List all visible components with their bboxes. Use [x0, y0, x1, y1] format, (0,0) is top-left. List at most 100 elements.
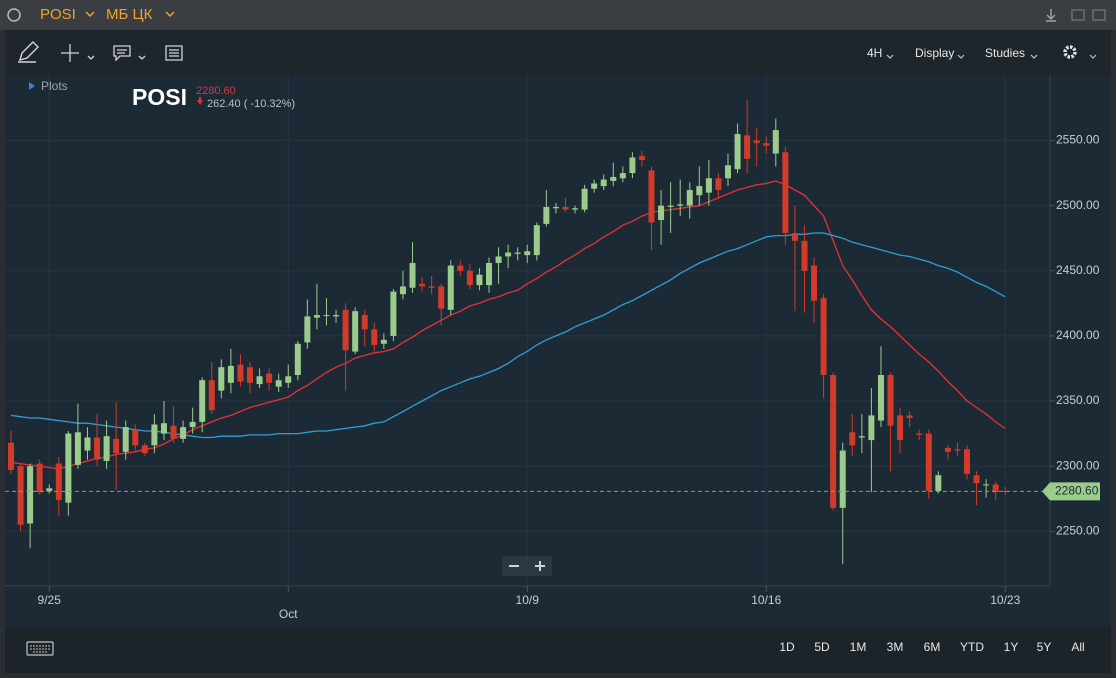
candle-body: [55, 463, 62, 501]
zoom-in[interactable]: [535, 561, 545, 571]
candle-body: [916, 433, 923, 435]
settings-button[interactable]: [1063, 45, 1077, 59]
candle-body: [342, 309, 349, 351]
x-tick-label: 10/23: [990, 593, 1020, 607]
candle-body: [74, 432, 81, 465]
candle-body: [992, 484, 999, 493]
download-button[interactable]: [1046, 9, 1056, 22]
range-button[interactable]: 5Y: [1037, 640, 1052, 654]
candle-body: [763, 143, 770, 146]
range-button[interactable]: 5D: [814, 640, 830, 654]
range-buttons: 1D 5D 1M 3M 6M YTD 1Y 5Y All: [779, 640, 1084, 654]
y-tick-label: 2400.00: [1056, 328, 1100, 342]
minimize-button[interactable]: [1071, 9, 1085, 21]
candle-body: [725, 165, 731, 179]
candle-body: [658, 205, 665, 220]
x-tick-label: 9/25: [38, 593, 62, 607]
candle-body: [170, 425, 177, 439]
candle-body: [361, 315, 368, 330]
candle-body: [285, 376, 292, 383]
window-icon[interactable]: [7, 8, 21, 22]
candle-body: [103, 436, 110, 461]
range-button[interactable]: 1M: [850, 640, 867, 654]
candle-body: [811, 265, 818, 301]
candle-body: [591, 183, 598, 189]
keyboard-keys: [30, 645, 50, 653]
candle-body: [897, 415, 904, 441]
candle-body: [84, 437, 91, 451]
range-button[interactable]: All: [1071, 640, 1084, 654]
candle-body: [954, 449, 961, 451]
y-tick-label: 2300.00: [1056, 458, 1100, 472]
candle-body: [208, 380, 215, 411]
dropdown-arrow: [1089, 54, 1097, 59]
candle-body: [199, 380, 206, 422]
dropdown-arrow: [85, 11, 95, 18]
range-button[interactable]: 6M: [924, 640, 941, 654]
candle-body: [629, 157, 636, 174]
candle-body: [486, 262, 492, 286]
range-button[interactable]: 1Y: [1004, 640, 1019, 654]
candle-body: [65, 433, 72, 503]
candle-body: [505, 252, 512, 257]
candle-body: [715, 178, 722, 191]
draw-tool[interactable]: [18, 41, 39, 63]
display-menu[interactable]: Display: [915, 46, 954, 60]
y-tick-label: 2450.00: [1056, 263, 1100, 277]
candle-body: [495, 256, 502, 263]
candle-body: [1002, 490, 1009, 492]
candle-body: [849, 432, 856, 446]
candle-body: [466, 270, 473, 286]
candle-body: [686, 190, 693, 206]
x-tick-label: Oct: [279, 607, 298, 621]
x-tick-label: 10/16: [751, 593, 781, 607]
maximize-button[interactable]: [1092, 9, 1106, 21]
crosshair-tool[interactable]: [61, 44, 95, 62]
candle-body: [447, 265, 454, 310]
candle-body: [581, 188, 588, 210]
candle-body: [543, 206, 550, 224]
studies-menu[interactable]: Studies: [985, 46, 1025, 60]
candle-body: [677, 204, 684, 206]
candle-body: [36, 463, 43, 493]
moving-average-line: [10, 180, 1006, 470]
list-tool[interactable]: [165, 45, 183, 61]
candle-body: [696, 186, 703, 196]
y-tick-label: 2250.00: [1056, 523, 1100, 537]
plots-label[interactable]: Plots: [41, 79, 68, 93]
candle-body: [983, 484, 990, 486]
candle-body: [906, 415, 913, 418]
plot: 2250.00 2300.00 2350.00 2400.00 2450.00 2500.…: [5, 75, 1100, 621]
dropdown-arrow: [1030, 54, 1038, 59]
candle-body: [419, 283, 426, 287]
candle-body: [973, 475, 980, 484]
candle-body: [648, 170, 655, 223]
candle-body: [610, 176, 617, 181]
keyboard-button[interactable]: [26, 641, 54, 656]
candle-body: [8, 442, 14, 471]
exchange-selector[interactable]: МБ ЦК: [106, 6, 153, 23]
candle-body: [94, 437, 101, 460]
candle-body: [801, 240, 808, 271]
plots-toggle[interactable]: [29, 82, 35, 90]
interval-selector[interactable]: 4H: [867, 46, 882, 60]
candle-body: [438, 286, 445, 309]
symbol-selector[interactable]: POSI: [40, 6, 76, 23]
candle-body: [409, 262, 416, 288]
candle-body: [744, 135, 751, 159]
candle-body: [925, 433, 932, 491]
range-button[interactable]: 3M: [887, 640, 904, 654]
down-arrow: [197, 97, 203, 105]
legend-change: 262.40 ( -10.32%): [207, 98, 295, 110]
candle-body: [46, 488, 53, 491]
candle-body: [294, 343, 301, 375]
range-button[interactable]: YTD: [960, 640, 984, 654]
comment-tool[interactable]: [113, 45, 146, 62]
candle-body: [266, 373, 273, 383]
candle-body: [964, 449, 970, 474]
dropdown-arrow: [886, 54, 894, 59]
range-button[interactable]: 1D: [779, 640, 795, 654]
candle-body: [371, 329, 378, 346]
candle-body: [782, 152, 789, 234]
